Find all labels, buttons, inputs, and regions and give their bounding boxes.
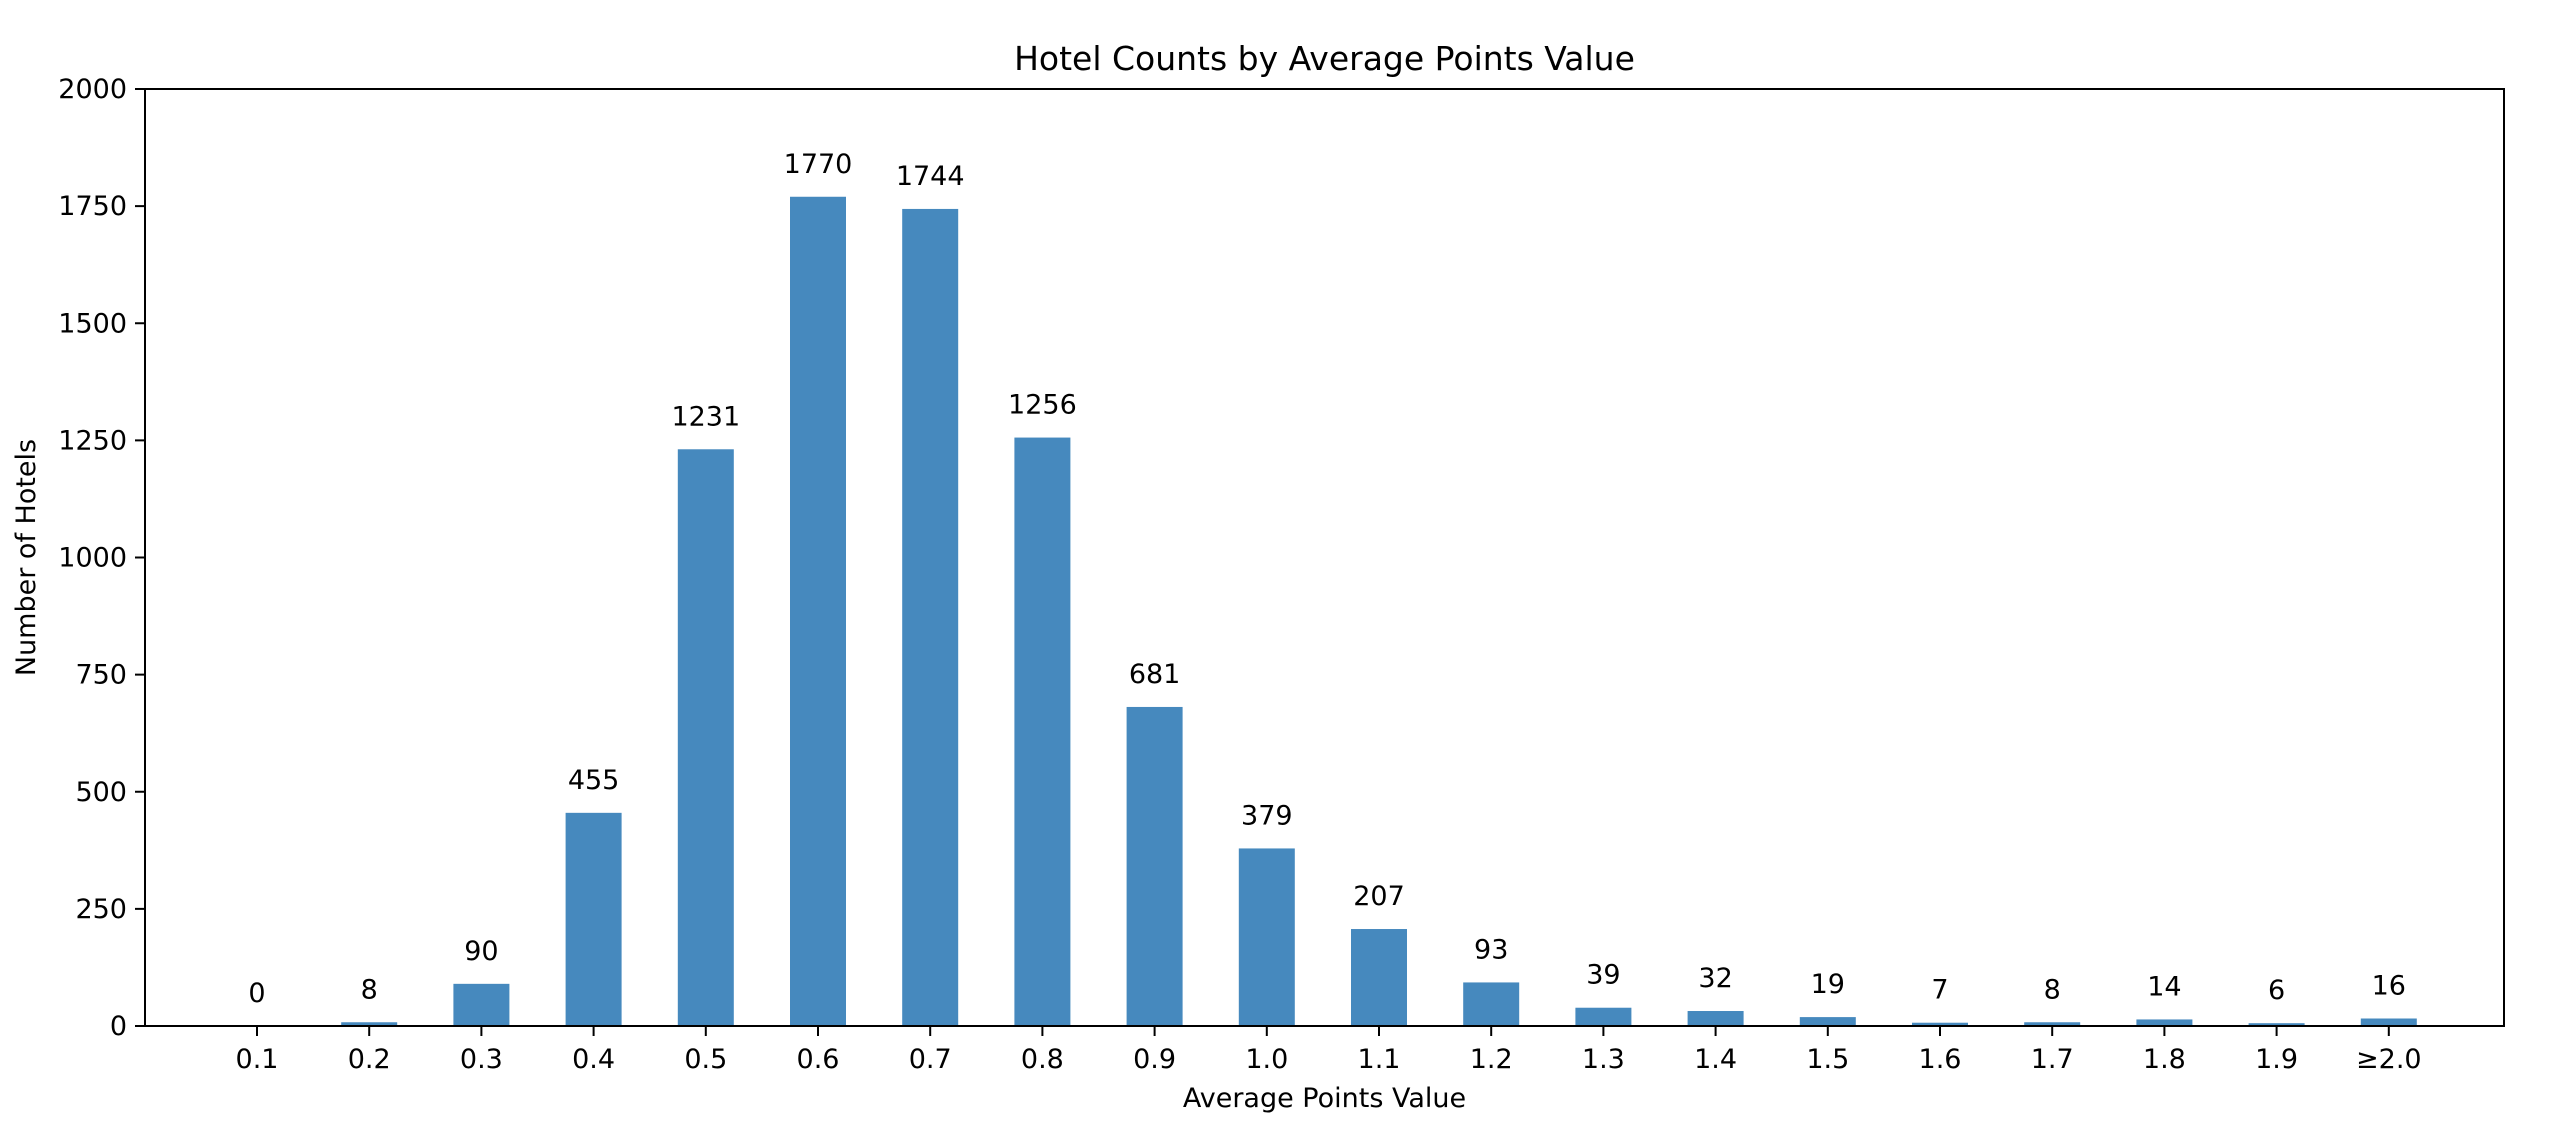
bar-1.7 <box>2024 1022 2081 1026</box>
y-tick-label: 750 <box>75 660 127 691</box>
data-label: 1744 <box>896 161 965 192</box>
x-tick-label: 0.9 <box>1133 1044 1176 1075</box>
x-tick-label: 1.9 <box>2255 1044 2298 1075</box>
chart-title: Hotel Counts by Average Points Value <box>1014 39 1635 78</box>
bar-0.5 <box>677 449 734 1026</box>
data-label: 379 <box>1241 800 1293 831</box>
data-label: 7 <box>1931 975 1948 1006</box>
bar-≥2.0 <box>2360 1018 2417 1026</box>
x-tick-label: 0.7 <box>909 1044 952 1075</box>
data-label: 8 <box>361 974 378 1005</box>
bar-1.1 <box>1351 929 1407 1026</box>
x-axis-ticks: 0.1 0.2 0.3 0.4 0.5 0.6 0.7 0.8 0.9 1.0 1.1 1.2 1.3 1… <box>236 1026 2422 1075</box>
data-label: 681 <box>1129 659 1181 690</box>
y-tick-label: 250 <box>75 894 127 925</box>
data-label: 1256 <box>1008 390 1077 421</box>
x-tick-label: 1.0 <box>1245 1044 1288 1075</box>
bar-0.3 <box>453 983 510 1026</box>
bar-0.2 <box>341 1022 398 1026</box>
data-label: 207 <box>1353 881 1405 912</box>
x-tick-label: 1.3 <box>1582 1044 1625 1075</box>
x-tick-label: 0.3 <box>460 1044 503 1075</box>
bar-1.4 <box>1687 1011 1744 1026</box>
bars-layer <box>341 196 2417 1027</box>
bar-0.9 <box>1126 706 1183 1026</box>
x-tick-label: 1.2 <box>1470 1044 1513 1075</box>
x-tick-label: 1.5 <box>1806 1044 1849 1075</box>
data-labels-layer: 0 8 90 455 1231 1770 1744 1256 681 379 207 93 39 32 19… <box>248 149 2406 1009</box>
y-tick-label: 1250 <box>58 425 127 456</box>
bar-0.8 <box>1014 437 1071 1027</box>
y-axis-label: Number of Hotels <box>11 439 42 676</box>
data-label: 19 <box>1811 969 1845 1000</box>
bar-0.7 <box>902 208 959 1026</box>
data-label: 8 <box>2044 974 2061 1005</box>
data-label: 32 <box>1698 963 1732 994</box>
data-label: 455 <box>568 765 620 796</box>
bar-0.4 <box>565 812 622 1026</box>
x-tick-label: 1.7 <box>2031 1044 2074 1075</box>
data-label: 93 <box>1474 934 1508 965</box>
y-tick-label: 1750 <box>58 191 127 222</box>
y-tick-label: 500 <box>75 777 127 808</box>
data-label: 16 <box>2372 971 2406 1002</box>
x-tick-label: ≥2.0 <box>2356 1044 2422 1075</box>
data-label: 1231 <box>671 401 740 432</box>
x-tick-label: 1.8 <box>2143 1044 2186 1075</box>
x-tick-label: 0.6 <box>797 1044 840 1075</box>
x-tick-label: 0.5 <box>684 1044 727 1075</box>
bar-0.6 <box>790 196 846 1026</box>
bar-1.3 <box>1575 1007 1632 1026</box>
x-tick-label: 0.2 <box>348 1044 391 1075</box>
x-tick-label: 1.6 <box>1919 1044 1962 1075</box>
x-tick-label: 0.4 <box>572 1044 615 1075</box>
data-label: 90 <box>464 936 498 967</box>
y-axis-ticks: 0 250 500 750 1000 1250 1500 1750 2000 <box>58 74 145 1042</box>
plot-area-frame <box>144 88 2505 1027</box>
x-tick-label: 1.4 <box>1694 1044 1737 1075</box>
y-tick-label: 1500 <box>58 308 127 339</box>
bar-1.6 <box>1912 1022 1968 1026</box>
data-label: 6 <box>2268 975 2285 1006</box>
bar-1.0 <box>1238 848 1295 1026</box>
data-label: 39 <box>1586 960 1620 991</box>
x-tick-label: 0.8 <box>1021 1044 1064 1075</box>
data-label: 0 <box>248 978 265 1009</box>
x-tick-label: 1.1 <box>1358 1044 1401 1075</box>
y-tick-label: 2000 <box>58 74 127 105</box>
bar-1.8 <box>2136 1019 2193 1026</box>
y-tick-label: 0 <box>110 1011 127 1042</box>
bar-1.9 <box>2248 1023 2305 1026</box>
bar-1.5 <box>1799 1017 1856 1026</box>
data-label: 14 <box>2147 971 2181 1002</box>
data-label: 1770 <box>784 149 853 180</box>
x-axis-label: Average Points Value <box>1183 1083 1466 1114</box>
x-tick-label: 0.1 <box>236 1044 279 1075</box>
y-tick-label: 1000 <box>58 543 127 574</box>
bar-1.2 <box>1463 982 1520 1026</box>
